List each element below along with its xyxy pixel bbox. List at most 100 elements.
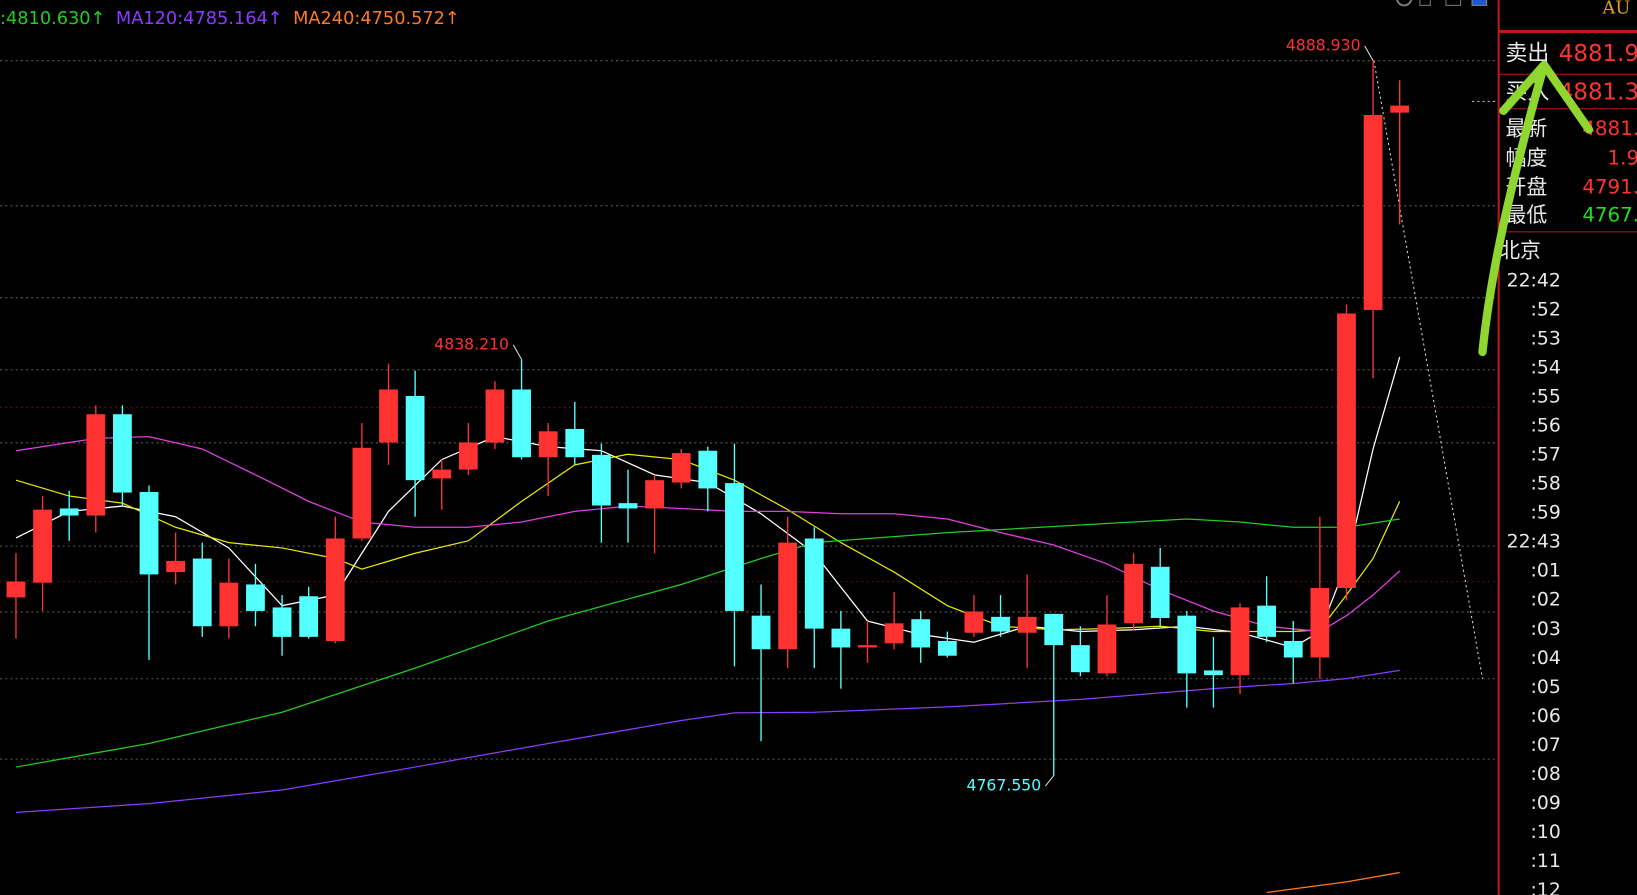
annotation-arrow — [1364, 45, 1374, 61]
candle-body — [113, 414, 132, 493]
legend-entry: :4810.630↑ — [0, 9, 105, 29]
time-label: :05 — [1531, 677, 1561, 698]
candle-body — [246, 584, 265, 611]
candle-body — [991, 616, 1010, 632]
time-label: :52 — [1531, 300, 1561, 321]
time-label: :54 — [1531, 358, 1561, 379]
candle-body — [858, 645, 877, 648]
grid — [0, 60, 1499, 760]
time-label: :57 — [1531, 445, 1561, 466]
candle-body — [1337, 313, 1356, 588]
annotation-label: 4888.930 — [1286, 36, 1361, 55]
time-label: :12 — [1531, 880, 1561, 895]
time-label: :08 — [1531, 764, 1561, 785]
candle-body — [1310, 587, 1330, 658]
legend-entry: MA120:4785.164↑ — [116, 9, 283, 29]
candle-body — [272, 607, 292, 637]
candle-body — [299, 596, 319, 637]
candle-body — [458, 442, 478, 470]
candle-body — [645, 480, 665, 509]
time-label: :11 — [1531, 851, 1561, 872]
candle-body — [405, 395, 425, 481]
candle-body — [6, 581, 26, 598]
candle-body — [379, 389, 398, 443]
candle-body — [432, 469, 452, 479]
time-label: :56 — [1531, 416, 1561, 437]
time-label: :09 — [1531, 793, 1561, 814]
trend-line — [1373, 60, 1484, 679]
time-label: 22:42 — [1507, 270, 1561, 291]
candle-body — [1097, 624, 1117, 674]
time-label: :03 — [1531, 619, 1561, 640]
icon — [1419, 0, 1431, 6]
quote-value: 4881.9 — [1559, 41, 1637, 67]
candle-body — [618, 503, 638, 509]
ma-line — [1266, 871, 1400, 894]
time-label: :02 — [1531, 590, 1561, 611]
candle-body — [485, 389, 505, 443]
candle-body — [671, 453, 691, 483]
ma-line — [15, 669, 1400, 814]
symbol: AU — [1602, 0, 1631, 18]
candle-body — [512, 389, 531, 458]
candle-body — [911, 619, 931, 648]
candle-body — [33, 509, 52, 583]
annotation-label: 4838.210 — [434, 334, 509, 353]
time-label: :06 — [1531, 706, 1561, 727]
quote-label: 最低 — [1505, 203, 1547, 227]
candle-body — [831, 628, 851, 648]
time-label: :10 — [1531, 822, 1561, 843]
candle-body — [325, 538, 345, 641]
candle-body — [1124, 563, 1143, 624]
annotation-arrow — [512, 344, 523, 360]
candle-body — [1017, 616, 1037, 633]
time-label: :53 — [1531, 329, 1561, 350]
quote-value: 1.9 — [1608, 146, 1637, 169]
candle-body — [352, 447, 372, 539]
icon[interactable] — [1445, 0, 1462, 6]
quote-value: 4767. — [1582, 204, 1637, 227]
candle-body — [1070, 645, 1090, 673]
quote-value: 4791. — [1582, 176, 1637, 199]
legend: :4810.630↑ MA120:4785.164↑ MA240:4750.572↑ — [0, 9, 460, 29]
candle-body — [1177, 615, 1197, 674]
candle-body — [1150, 566, 1170, 619]
candle-body — [192, 558, 212, 627]
candle-body — [725, 483, 744, 611]
candle-body — [698, 450, 718, 489]
icon[interactable] — [1471, 0, 1488, 6]
candle-body — [1044, 613, 1064, 646]
candle-body — [1363, 115, 1383, 310]
candle-body — [59, 508, 79, 516]
candle-body — [538, 431, 558, 458]
candle-body — [778, 542, 798, 650]
candle-body — [1257, 605, 1277, 637]
candle-body — [751, 615, 771, 650]
candle-body — [139, 491, 159, 575]
candle-body — [1283, 640, 1303, 658]
annotation-arrow — [1044, 775, 1055, 787]
time-label: :55 — [1531, 387, 1561, 408]
candle-body — [804, 538, 824, 629]
time-label: :58 — [1531, 474, 1561, 495]
quote-value: 4881. — [1582, 117, 1637, 140]
time-label: :01 — [1531, 561, 1561, 582]
legend-entry: MA240:4750.572↑ — [293, 9, 460, 29]
candle-body — [1390, 105, 1410, 113]
candle-body — [86, 414, 106, 516]
candle-body — [591, 454, 611, 506]
candle-body — [166, 560, 186, 573]
toolbar-icons — [1396, 0, 1488, 7]
annotation-label: 4767.550 — [967, 776, 1042, 795]
candle-body — [884, 623, 904, 644]
time-label: :07 — [1531, 735, 1561, 756]
quote-label: 幅度 — [1505, 146, 1547, 170]
candle-body — [1204, 670, 1223, 676]
candle-body — [219, 582, 239, 627]
candle-body — [1230, 607, 1250, 676]
time-label: 22:43 — [1507, 532, 1561, 553]
